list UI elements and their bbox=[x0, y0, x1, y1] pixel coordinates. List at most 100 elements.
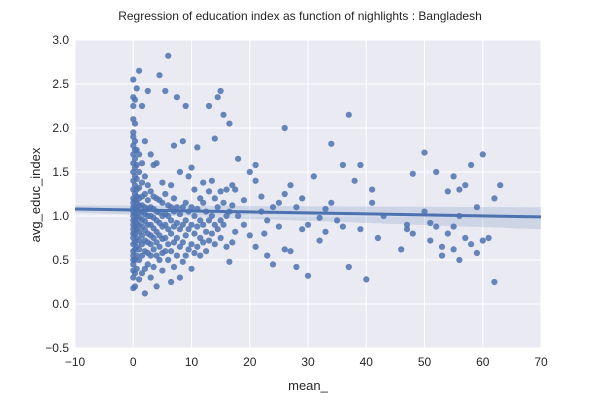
chart-title: Regression of education index as functio… bbox=[118, 9, 482, 23]
data-point bbox=[264, 252, 271, 259]
data-point bbox=[133, 161, 140, 169]
data-point bbox=[473, 249, 480, 257]
data-point bbox=[208, 177, 215, 184]
data-point bbox=[433, 168, 440, 176]
data-point bbox=[403, 221, 411, 228]
x-tick-label: 70 bbox=[534, 355, 548, 369]
x-tick-label: 50 bbox=[418, 355, 432, 369]
data-point bbox=[217, 188, 224, 195]
data-point bbox=[240, 221, 247, 228]
data-point bbox=[214, 204, 221, 211]
data-point bbox=[191, 186, 198, 193]
data-point bbox=[182, 199, 189, 206]
data-point bbox=[433, 223, 440, 230]
data-point bbox=[357, 161, 364, 169]
data-point bbox=[287, 182, 294, 189]
data-point bbox=[299, 226, 306, 233]
data-point bbox=[438, 252, 446, 259]
data-point bbox=[162, 190, 169, 198]
data-point bbox=[144, 182, 151, 189]
data-point bbox=[235, 155, 242, 162]
data-point bbox=[200, 239, 207, 246]
data-point bbox=[182, 102, 189, 110]
data-point bbox=[203, 248, 210, 255]
data-point bbox=[144, 261, 151, 268]
data-point bbox=[194, 243, 201, 250]
data-point bbox=[200, 199, 207, 206]
data-point bbox=[304, 272, 312, 279]
data-point bbox=[197, 252, 204, 259]
data-point bbox=[131, 96, 139, 103]
y-tick-label: 1.0 bbox=[52, 209, 69, 223]
data-point bbox=[165, 212, 172, 220]
data-point bbox=[130, 102, 137, 110]
data-point bbox=[427, 237, 434, 244]
data-point bbox=[403, 226, 411, 233]
data-point bbox=[153, 283, 160, 290]
data-point bbox=[462, 182, 469, 189]
data-point bbox=[232, 228, 239, 235]
data-point bbox=[133, 85, 140, 92]
data-point bbox=[240, 197, 247, 204]
data-point bbox=[150, 263, 157, 271]
data-point bbox=[223, 243, 230, 250]
data-point bbox=[176, 226, 183, 233]
data-point bbox=[179, 258, 186, 265]
data-point bbox=[214, 94, 221, 101]
data-point bbox=[182, 232, 189, 239]
data-point bbox=[345, 111, 352, 118]
data-point bbox=[293, 204, 300, 211]
y-tick-labels: −0.5 0.0 0.5 1.0 1.5 2.0 2.5 3.0 bbox=[45, 33, 69, 355]
data-point bbox=[147, 274, 154, 281]
data-point bbox=[168, 230, 175, 237]
y-tick-label: 3.0 bbox=[52, 33, 69, 47]
y-tick-label: −0.5 bbox=[45, 341, 69, 355]
data-point bbox=[188, 241, 195, 248]
data-point bbox=[136, 67, 143, 74]
data-point bbox=[141, 265, 148, 272]
data-point bbox=[194, 144, 201, 151]
data-point bbox=[229, 239, 236, 246]
data-point bbox=[153, 252, 160, 259]
data-point bbox=[205, 188, 213, 195]
y-axis-label: avg_educ_index bbox=[28, 147, 43, 242]
data-point bbox=[421, 208, 428, 215]
data-point bbox=[130, 76, 137, 83]
y-tick-label: 1.5 bbox=[52, 165, 69, 179]
data-point bbox=[176, 168, 183, 176]
data-point bbox=[168, 182, 175, 189]
data-point bbox=[252, 243, 259, 250]
data-point bbox=[194, 223, 201, 230]
data-point bbox=[479, 237, 486, 244]
x-tick-labels: −10 0 10 20 30 40 50 60 70 bbox=[65, 355, 548, 369]
data-point bbox=[159, 179, 166, 186]
data-point bbox=[165, 52, 172, 59]
regression-line-group bbox=[74, 207, 542, 219]
data-point bbox=[173, 204, 180, 211]
gridlines bbox=[74, 39, 542, 349]
data-point bbox=[173, 252, 180, 259]
data-point bbox=[136, 184, 143, 191]
x-tick-label: −10 bbox=[65, 355, 86, 369]
data-point bbox=[176, 243, 183, 250]
data-point bbox=[275, 223, 282, 230]
data-point bbox=[252, 177, 259, 184]
data-point bbox=[173, 94, 180, 101]
data-point bbox=[491, 278, 498, 286]
data-point bbox=[203, 228, 210, 235]
data-point bbox=[264, 217, 271, 224]
data-point bbox=[162, 221, 169, 228]
data-point bbox=[138, 270, 146, 277]
data-point bbox=[179, 239, 186, 246]
data-point bbox=[185, 226, 192, 233]
data-point bbox=[150, 246, 157, 253]
data-point bbox=[205, 217, 213, 224]
regression-line bbox=[74, 207, 542, 219]
data-point bbox=[188, 265, 195, 272]
data-point bbox=[136, 168, 143, 176]
data-point bbox=[168, 217, 175, 224]
data-point bbox=[211, 221, 218, 228]
data-point bbox=[275, 199, 282, 206]
data-point bbox=[232, 186, 239, 193]
